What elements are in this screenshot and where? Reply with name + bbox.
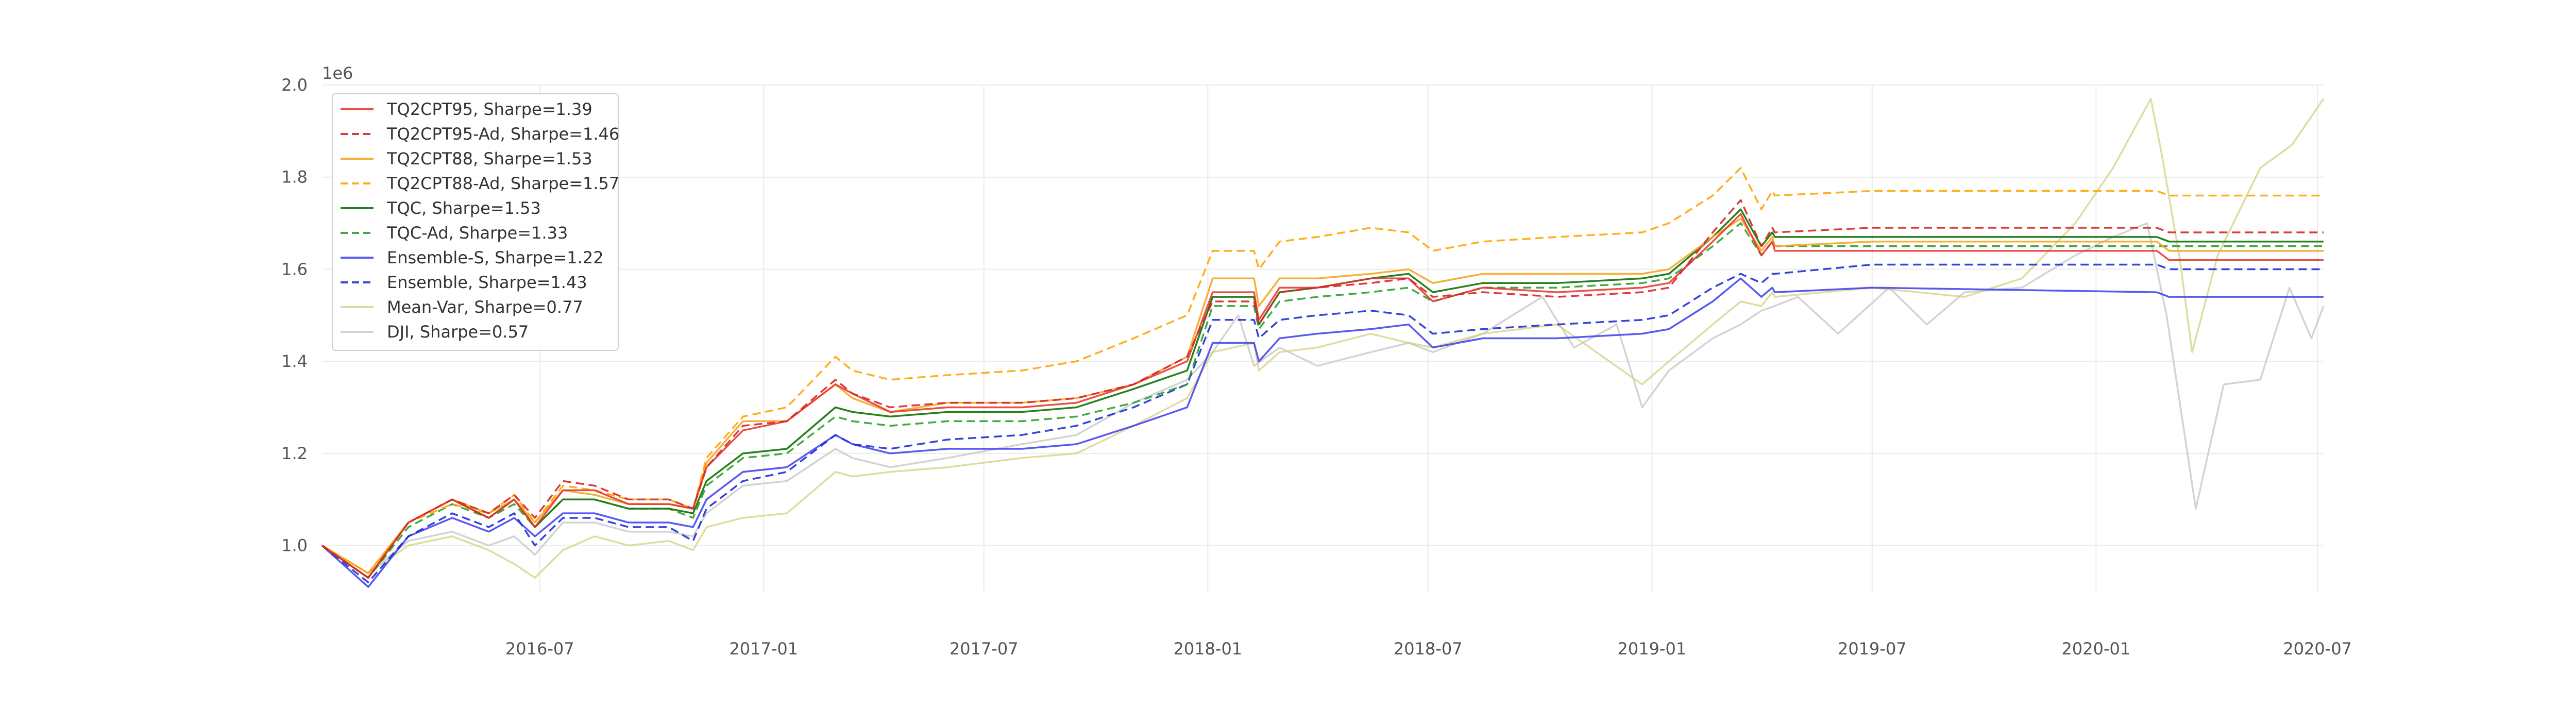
x-tick-label: 2020-01 (2062, 639, 2131, 659)
legend-label: TQC-Ad, Sharpe=1.33 (386, 223, 568, 243)
series-line-8 (321, 98, 2325, 579)
series-line-6 (321, 277, 2324, 588)
legend-label: TQ2CPT95, Sharpe=1.39 (386, 99, 592, 119)
y-tick-label: 2.0 (281, 75, 308, 95)
x-tick-label: 2016-07 (505, 639, 574, 659)
series-line-3 (321, 167, 2324, 575)
x-tick-label: 2019-01 (1617, 639, 1686, 659)
legend: TQ2CPT95, Sharpe=1.39 TQ2CPT95-Ad, Sharpe… (332, 93, 619, 351)
y-tick-label: 1.0 (281, 536, 308, 555)
x-tick-label: 2017-01 (729, 639, 798, 659)
series-line-0 (321, 213, 2324, 579)
legend-label: Ensemble-S, Sharpe=1.22 (387, 248, 604, 267)
x-tick-label: 2018-01 (1173, 639, 1242, 659)
legend-label: Ensemble, Sharpe=1.43 (387, 273, 587, 292)
grid-lines (322, 85, 2324, 592)
legend-label: TQC, Sharpe=1.53 (386, 198, 541, 218)
series-line-4 (321, 208, 2324, 579)
y-tick-label: 1.8 (281, 167, 308, 187)
y-tick-label: 1.6 (281, 259, 308, 279)
y-axis-exponent-label: 1e6 (322, 63, 353, 83)
series-line-1 (321, 199, 2324, 579)
series-line-9 (321, 222, 2325, 575)
legend-label: DJI, Sharpe=0.57 (387, 322, 529, 342)
legend-frame (332, 93, 619, 351)
legend-label: TQ2CPT88-Ad, Sharpe=1.57 (386, 174, 619, 193)
series-line-7 (321, 263, 2324, 583)
legend-label: Mean-Var, Sharpe=0.77 (387, 297, 583, 317)
legend-label: TQ2CPT95-Ad, Sharpe=1.46 (386, 124, 619, 144)
x-tick-label: 2020-07 (2283, 639, 2352, 659)
x-tick-label: 2017-07 (950, 639, 1019, 659)
y-tick-label: 1.2 (281, 444, 308, 463)
axes: 1e6 1.0 1.2 1.4 1.6 1.8 2.0 2016-07 2017-01 2017… (281, 63, 2352, 659)
x-tick-label: 2019-07 (1838, 639, 1907, 659)
y-tick-label: 1.4 (281, 351, 308, 371)
series-lines (321, 98, 2325, 588)
legend-label: TQ2CPT88, Sharpe=1.53 (386, 149, 592, 169)
x-tick-label: 2018-07 (1394, 639, 1463, 659)
